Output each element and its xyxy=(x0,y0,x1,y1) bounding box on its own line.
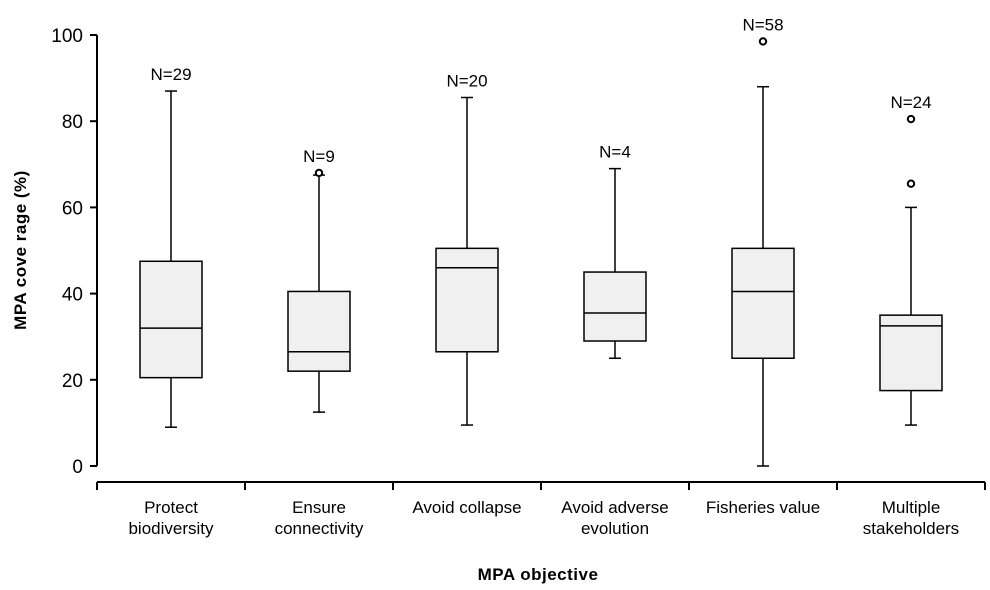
n-label-2: N=20 xyxy=(446,71,487,90)
box xyxy=(139,260,203,379)
x-tick-label-line: evolution xyxy=(581,519,649,538)
box xyxy=(879,314,943,392)
x-tick-label-line: Protect xyxy=(144,498,198,517)
x-tick-label-line: stakeholders xyxy=(863,519,959,538)
x-tick-label-3: Avoid adverse evolution xyxy=(561,498,668,538)
box-group-0: N=29 xyxy=(139,65,203,428)
x-tick-label-line: biodiversity xyxy=(128,519,214,538)
outlier-point xyxy=(758,37,768,46)
n-label-0: N=29 xyxy=(150,65,191,84)
box-group-5: N=24 xyxy=(879,93,943,426)
y-tick-label-40: 40 xyxy=(62,285,83,306)
x-axis: Protect biodiversity Ensure connectivity Avo… xyxy=(96,481,986,538)
y-tick-label-20: 20 xyxy=(62,371,83,392)
x-tick-label-line: Ensure xyxy=(292,498,346,517)
y-tick-label-100: 100 xyxy=(51,26,83,47)
x-tick-label-line: Fisheries value xyxy=(706,498,820,517)
y-tick-label-0: 0 xyxy=(72,457,83,478)
box xyxy=(731,247,795,359)
n-label-4: N=58 xyxy=(742,15,783,34)
x-tick-label-5: Multiple stakeholders xyxy=(863,498,959,538)
x-axis-title: MPA objective xyxy=(478,565,599,584)
y-axis: 0 20 40 60 80 100 xyxy=(51,26,98,478)
outlier-point xyxy=(314,168,324,178)
y-tick-label-60: 60 xyxy=(62,198,83,219)
x-tick-label-line: Multiple xyxy=(882,498,941,517)
box xyxy=(435,247,499,353)
y-tick-label-80: 80 xyxy=(62,112,83,133)
box xyxy=(583,271,647,342)
outlier-point xyxy=(906,114,916,124)
n-label-5: N=24 xyxy=(890,93,931,112)
n-label-1: N=9 xyxy=(303,147,335,166)
outlier-point xyxy=(906,179,916,188)
y-axis-title: MPA cove rage (%) xyxy=(11,170,30,330)
n-label-3: N=4 xyxy=(599,143,631,162)
box-group-3: N=4 xyxy=(583,143,647,359)
box-group-4: N=58 xyxy=(731,15,795,467)
x-tick-label-line: Avoid adverse xyxy=(561,498,668,517)
x-tick-label-1: Ensure connectivity xyxy=(275,498,364,538)
x-tick-label-line: Avoid collapse xyxy=(412,498,521,517)
x-tick-label-4: Fisheries value xyxy=(706,498,820,517)
box-group-1: N=9 xyxy=(287,147,351,413)
box xyxy=(287,290,351,372)
x-tick-label-0: Protect biodiversity xyxy=(128,498,214,538)
x-tick-label-line: connectivity xyxy=(275,519,364,538)
box-group-2: N=20 xyxy=(435,71,499,426)
x-tick-label-2: Avoid collapse xyxy=(412,498,521,517)
box-series: N=29 N=9 N=20 N=4 N=58 N=24 xyxy=(139,15,943,467)
